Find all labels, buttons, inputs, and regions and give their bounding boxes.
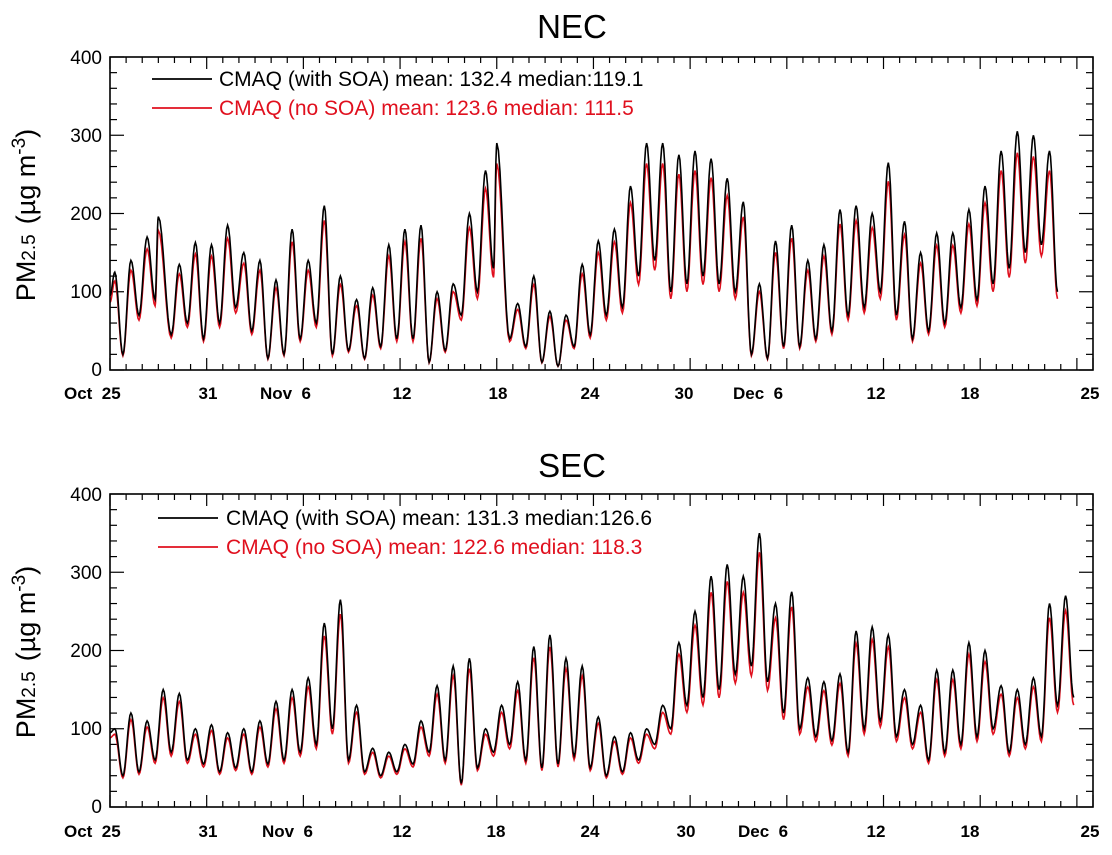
nec-ylabel-exp: -3 [9,138,30,155]
sec-xtick-25: 25 [1081,822,1100,841]
sec-legend-with-soa-label: CMAQ (with SOA) mean: 131.3 median:126.6 [226,507,652,530]
nec-xtick-12b: 12 [867,384,886,403]
sec-axes-frame [109,493,1094,808]
svg-text:PM2.5(µg m-3): PM2.5 (µg m-3) [9,566,41,738]
nec-ylabel-sub: 2.5 [19,234,40,260]
sec-xtick-30: 30 [677,822,696,841]
nec-axes-frame [109,56,1094,371]
nec-ytick-100: 100 [70,282,102,303]
sec-ylabel-main: PM [11,698,41,739]
nec-series-no-soa-line [109,152,1059,369]
nec-ylabel-main: PM [11,261,41,302]
nec-x-tick-labels: Oct 25 31 Nov 6 12 18 24 30 Dec 6 12 18 … [64,384,1099,403]
sec-xtick-12b: 12 [867,822,886,841]
nec-ytick-400: 400 [70,48,102,69]
nec-xtick-18: 18 [489,384,508,403]
nec-xtick-25: 25 [1081,384,1100,403]
nec-ylabel-close: ) [11,129,41,138]
nec-xtick-18b: 18 [961,384,980,403]
nec-series-with-soa-line [109,131,1059,368]
sec-ylabel-unit: (µg m [11,592,41,662]
sec-xtick-nov6: Nov 6 [262,822,313,841]
sec-xtick-dec6: Dec 6 [738,822,788,841]
nec-xtick-oct25: Oct 25 [64,384,121,403]
nec-ytick-200: 200 [70,204,102,225]
sec-title: SEC [538,447,606,484]
nec-xtick-nov6: Nov 6 [260,384,311,403]
panel-nec: NEC PM2.5 (µg m-3) 0 100 200 300 400 Oct … [9,8,1099,403]
nec-ylabel-unit: (µg m [11,155,41,225]
sec-ytick-400: 400 [70,485,102,506]
nec-xtick-dec6: Dec 6 [733,384,783,403]
nec-xtick-12: 12 [393,384,412,403]
nec-xtick-31: 31 [199,384,218,403]
sec-xtick-31: 31 [199,822,218,841]
sec-xtick-18b: 18 [961,822,980,841]
sec-ytick-0: 0 [91,797,102,818]
sec-ylabel-exp: -3 [9,575,30,592]
nec-plot-area [109,56,1094,371]
sec-ytick-200: 200 [70,641,102,662]
nec-legend: CMAQ (with SOA) mean: 132.4 median:119.1… [152,68,643,120]
nec-y-tick-labels: 0 100 200 300 400 [70,48,102,381]
sec-xtick-12: 12 [393,822,412,841]
sec-ytick-300: 300 [70,563,102,584]
sec-y-tick-labels: 0 100 200 300 400 [70,485,102,818]
sec-legend-no-soa-label: CMAQ (no SOA) mean: 122.6 median: 118.3 [226,536,642,559]
sec-series-with-soa-line [109,532,1075,784]
sec-ylabel-close: ) [11,566,41,575]
sec-xtick-oct25: Oct 25 [64,822,121,841]
nec-ytick-0: 0 [91,360,102,381]
sec-xtick-18: 18 [487,822,506,841]
nec-xtick-30: 30 [675,384,694,403]
sec-xtick-24: 24 [581,822,600,841]
sec-series-no-soa-line [109,552,1075,786]
nec-legend-with-soa-label: CMAQ (with SOA) mean: 132.4 median:119.1 [219,68,643,91]
nec-y-axis-label: PM2.5 (µg m-3) [9,129,41,301]
nec-legend-no-soa-label: CMAQ (no SOA) mean: 123.6 median: 111.5 [219,97,634,120]
sec-plot-area [109,493,1094,808]
sec-legend: CMAQ (with SOA) mean: 131.3 median:126.6… [158,507,652,559]
sec-ytick-100: 100 [70,719,102,740]
nec-ytick-300: 300 [70,126,102,147]
panel-sec: SEC PM2.5 (µg m-3) 0 100 200 300 400 Oct … [9,447,1099,841]
nec-xtick-24: 24 [581,384,600,403]
sec-ylabel-sub: 2.5 [19,671,40,697]
svg-text:PM2.5(µg m-3): PM2.5 (µg m-3) [9,129,41,301]
sec-y-axis-label: PM2.5 (µg m-3) [9,566,41,738]
sec-x-tick-labels: Oct 25 31 Nov 6 12 18 24 30 Dec 6 12 18 … [64,822,1099,841]
nec-title: NEC [537,8,607,45]
